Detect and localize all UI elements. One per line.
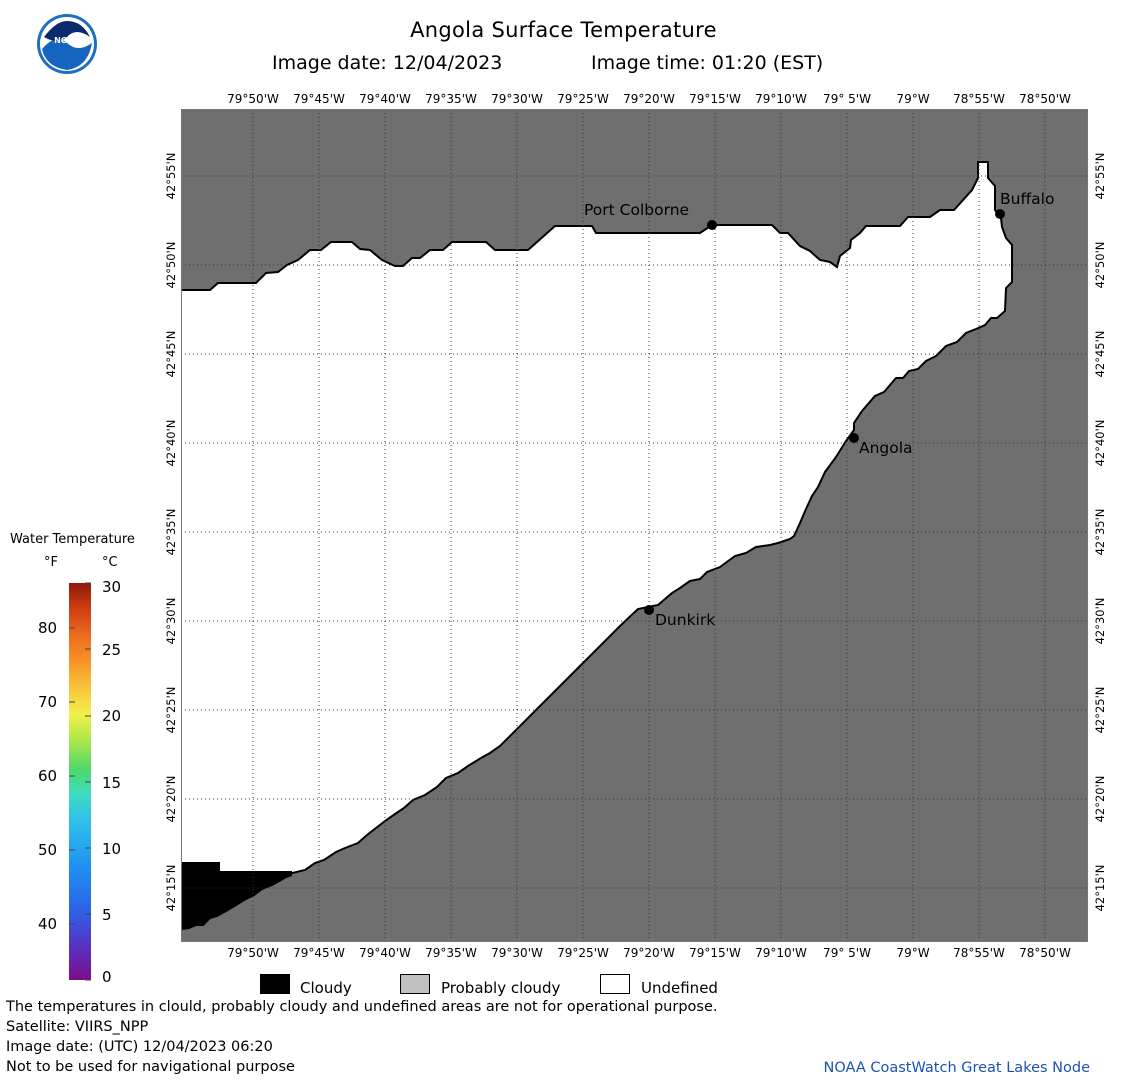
- svg-text:NOAA: NOAA: [54, 36, 80, 45]
- lon-label-bottom: 79°45'W: [293, 946, 345, 960]
- noaa-logo: NOAA: [37, 14, 97, 74]
- image-time: Image time: 01:20 (EST): [591, 52, 824, 74]
- image-date: Image date: 12/04/2023: [272, 52, 503, 74]
- legend-tick-c: 25: [102, 641, 122, 659]
- lon-label-bottom: 79°35'W: [425, 946, 477, 960]
- credit-link[interactable]: NOAA CoastWatch Great Lakes Node: [823, 1060, 1090, 1076]
- lat-label-left: 42°25'N: [164, 686, 178, 734]
- legend-unit-f: °F: [44, 555, 58, 570]
- lon-label-top: 78°55'W: [953, 92, 1005, 106]
- lon-label-top: 78°50'W: [1019, 92, 1071, 106]
- legend-tick-f: 40: [38, 915, 58, 933]
- lat-label-left: 42°20'N: [164, 775, 178, 823]
- city-label-port-colborne: Port Colborne: [584, 201, 690, 219]
- footer-satellite: Satellite: VIIRS_NPP: [6, 1019, 149, 1035]
- footer-nav-note: Not to be used for navigational purpose: [6, 1059, 295, 1075]
- cloudy-patch: [181, 862, 292, 929]
- angola-marker: [849, 433, 859, 443]
- lon-label-bottom: 79°20'W: [623, 946, 675, 960]
- legend-tick-f: 60: [38, 767, 58, 785]
- legend-tick-c: 15: [102, 774, 122, 792]
- lat-label-right: 42°20'N: [1093, 775, 1107, 823]
- map-title: Angola Surface Temperature: [410, 18, 717, 42]
- footer-note: The temperatures in clould, probably clo…: [6, 999, 718, 1015]
- legend-tick-f: 80: [38, 619, 58, 637]
- cloudy-key-label: Cloudy: [300, 979, 352, 997]
- legend-title: Water Temperature: [10, 532, 135, 547]
- undefined-key-label: Undefined: [641, 979, 718, 997]
- lat-label-left: 42°35'N: [164, 508, 178, 556]
- lon-label-bottom: 79°W: [896, 946, 930, 960]
- lon-label-top: 79°45'W: [293, 92, 345, 106]
- legend-tick-c: 0: [102, 968, 112, 986]
- legend-tick-c: 10: [102, 840, 122, 858]
- dunkirk-marker: [644, 605, 654, 615]
- lat-label-left: 42°45'N: [164, 330, 178, 378]
- lat-label-right: 42°40'N: [1093, 419, 1107, 467]
- city-label-dunkirk: Dunkirk: [655, 611, 716, 629]
- lon-label-top: 79°10'W: [755, 92, 807, 106]
- lat-label-left: 42°50'N: [164, 241, 178, 289]
- lon-label-top: 79°40'W: [359, 92, 411, 106]
- lon-label-top: 79°50'W: [227, 92, 279, 106]
- city-label-buffalo: Buffalo: [1000, 190, 1055, 208]
- lon-label-bottom: 79°50'W: [227, 946, 279, 960]
- lon-label-top: 79° 5'W: [823, 92, 871, 106]
- lon-label-bottom: 78°50'W: [1019, 946, 1071, 960]
- lon-label-bottom: 78°55'W: [953, 946, 1005, 960]
- lat-label-left: 42°55'N: [164, 152, 178, 200]
- lat-label-right: 42°25'N: [1093, 686, 1107, 734]
- lon-label-top: 79°20'W: [623, 92, 675, 106]
- lat-label-right: 42°50'N: [1093, 241, 1107, 289]
- cloudy-swatch: [260, 974, 290, 994]
- lon-label-top: 79°W: [896, 92, 930, 106]
- lat-label-left: 42°15'N: [164, 864, 178, 912]
- legend-tick-f: 50: [38, 841, 58, 859]
- legend-tick-c: 5: [102, 906, 112, 924]
- lon-label-bottom: 79°10'W: [755, 946, 807, 960]
- footer-utc-date: Image date: (UTC) 12/04/2023 06:20: [6, 1039, 273, 1055]
- legend-tick-c: 20: [102, 707, 122, 725]
- legend-tick-f: 70: [38, 693, 58, 711]
- lon-label-top: 79°35'W: [425, 92, 477, 106]
- lat-label-right: 42°45'N: [1093, 330, 1107, 378]
- port-colborne-marker: [707, 220, 717, 230]
- lon-label-bottom: 79°40'W: [359, 946, 411, 960]
- buffalo-marker: [995, 209, 1005, 219]
- lon-label-top: 79°15'W: [689, 92, 741, 106]
- lat-label-right: 42°55'N: [1093, 152, 1107, 200]
- lat-label-right: 42°35'N: [1093, 508, 1107, 556]
- temperature-color-scale: [69, 582, 91, 981]
- undefined-swatch: [600, 974, 630, 994]
- lon-label-top: 79°25'W: [557, 92, 609, 106]
- lat-label-right: 42°15'N: [1093, 864, 1107, 912]
- graticule: [181, 109, 1088, 942]
- city-label-angola: Angola: [859, 439, 913, 457]
- lon-label-bottom: 79°30'W: [491, 946, 543, 960]
- lon-label-bottom: 79°15'W: [689, 946, 741, 960]
- probably-cloudy-key-label: Probably cloudy: [441, 979, 561, 997]
- lat-label-left: 42°40'N: [164, 419, 178, 467]
- lon-label-bottom: 79° 5'W: [823, 946, 871, 960]
- lon-label-bottom: 79°25'W: [557, 946, 609, 960]
- legend-tick-c: 30: [102, 578, 122, 596]
- probably-cloudy-swatch: [400, 974, 430, 994]
- lat-label-right: 42°30'N: [1093, 597, 1107, 645]
- lat-label-left: 42°30'N: [164, 597, 178, 645]
- lake-erie-undefined: [181, 161, 1013, 931]
- map-frame: [181, 109, 1088, 942]
- legend-unit-c: °C: [102, 555, 118, 570]
- lon-label-top: 79°30'W: [491, 92, 543, 106]
